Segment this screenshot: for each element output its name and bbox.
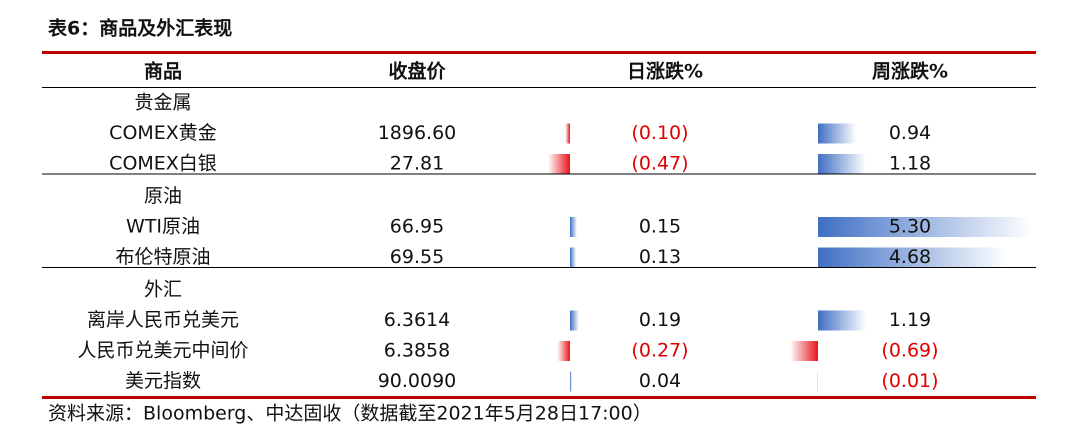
group-name: 贵金属	[134, 92, 191, 114]
close-price: 69.55	[390, 246, 444, 268]
group-rule	[42, 267, 1036, 268]
header-cell: 日涨跌%	[627, 60, 703, 83]
top-rule	[42, 51, 1036, 54]
bottom-rule	[42, 396, 1036, 399]
weekly-change: 1.18	[889, 153, 931, 175]
daily-change: 0.04	[639, 370, 681, 392]
row-name: 人民币兑美元中间价	[77, 340, 248, 362]
data-bar	[565, 123, 570, 144]
group-rule	[42, 173, 1036, 175]
header-cell: 收盘价	[388, 60, 446, 83]
data-bar	[818, 154, 866, 174]
source: 资料来源：Bloomberg、中达固收（数据截至2021年5月28日17:00）	[48, 403, 652, 425]
daily-change: (0.27)	[631, 340, 688, 362]
close-price: 6.3858	[384, 340, 450, 362]
header-cell: 商品	[144, 60, 182, 83]
weekly-change: 0.94	[889, 122, 931, 144]
close-price: 1896.60	[378, 122, 457, 144]
row-name: 离岸人民币兑美元	[87, 309, 239, 331]
data-bar	[790, 341, 818, 361]
close-price: 27.81	[390, 153, 444, 175]
data-bar	[557, 341, 570, 361]
data-bar	[818, 123, 856, 144]
daily-change: 0.19	[639, 309, 681, 331]
data-bar	[818, 310, 867, 331]
data-bar	[818, 217, 1032, 237]
data-bar	[570, 217, 578, 237]
group-name: 外汇	[144, 279, 182, 301]
weekly-change: 5.30	[889, 216, 931, 238]
header-rule	[42, 87, 1036, 88]
row-name: 布伦特原油	[115, 246, 210, 268]
row-name: COMEX白银	[109, 153, 217, 175]
daily-change: 0.15	[639, 216, 681, 238]
data-bar	[570, 247, 577, 268]
data-bar	[570, 310, 579, 331]
weekly-change: 4.68	[889, 246, 931, 268]
daily-change: (0.10)	[631, 122, 688, 144]
row-name: COMEX黄金	[109, 122, 217, 144]
title: 表6：商品及外汇表现	[48, 17, 232, 40]
weekly-change: (0.01)	[881, 370, 938, 392]
data-bar	[570, 371, 572, 392]
row-name: 美元指数	[125, 370, 201, 392]
group-name: 原油	[144, 185, 182, 207]
data-bar	[548, 154, 570, 174]
close-price: 66.95	[390, 216, 444, 238]
header-cell: 周涨跌%	[872, 60, 948, 83]
data-bar	[818, 247, 1007, 268]
daily-change: 0.13	[639, 246, 681, 268]
daily-change: (0.47)	[631, 153, 688, 175]
row-name: WTI原油	[126, 216, 200, 238]
close-price: 6.3614	[384, 309, 450, 331]
weekly-change: 1.19	[889, 309, 931, 331]
weekly-change: (0.69)	[881, 340, 938, 362]
close-price: 90.0090	[378, 370, 457, 392]
